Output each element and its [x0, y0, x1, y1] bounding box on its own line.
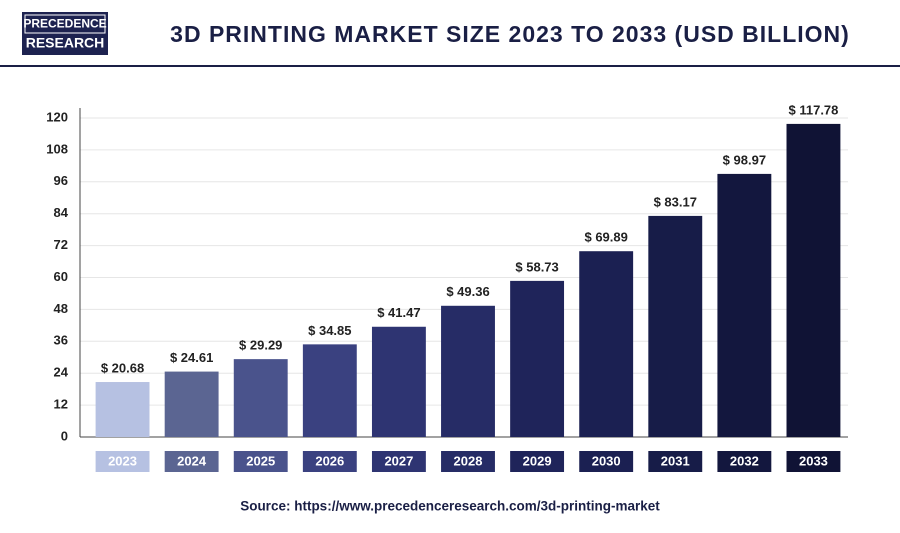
category-box: [233, 451, 288, 472]
value-label: $ 34.85: [308, 323, 351, 338]
bar: [95, 382, 150, 437]
bar: [579, 251, 634, 437]
y-tick-label: 96: [54, 173, 68, 188]
category-box: [717, 451, 772, 472]
value-label: $ 29.29: [239, 338, 282, 353]
x-tick-label: 2029: [523, 453, 552, 468]
category-box: [95, 451, 150, 472]
logo-text: RESEARCH: [26, 35, 105, 51]
value-label: $ 69.89: [584, 230, 627, 245]
bar: [371, 326, 426, 437]
bar: [648, 215, 703, 437]
x-tick-label: 2025: [246, 453, 275, 468]
y-tick-label: 48: [54, 301, 68, 316]
y-tick-label: 120: [46, 109, 68, 124]
y-tick-label: 72: [54, 237, 68, 252]
x-tick-label: 2024: [177, 453, 207, 468]
y-tick-label: 0: [61, 428, 68, 443]
bar: [164, 371, 219, 437]
x-tick-label: 2023: [108, 453, 137, 468]
bar: [302, 344, 357, 437]
value-label: $ 58.73: [515, 259, 558, 274]
value-label: $ 98.97: [723, 152, 766, 167]
bar: [510, 280, 565, 437]
chart-title: 3D PRINTING MARKET SIZE 2023 TO 2033 (US…: [170, 21, 850, 47]
x-tick-label: 2031: [661, 453, 690, 468]
value-label: $ 24.61: [170, 350, 213, 365]
y-tick-label: 36: [54, 333, 68, 348]
y-tick-label: 24: [54, 365, 69, 380]
category-box: [371, 451, 426, 472]
bar: [233, 359, 288, 437]
x-tick-label: 2026: [315, 453, 344, 468]
value-label: $ 49.36: [446, 284, 489, 299]
source: Source: https://www.precedenceresearch.c…: [240, 499, 660, 514]
logo-text: PRECEDENCE: [23, 17, 106, 31]
x-tick-label: 2028: [454, 453, 483, 468]
value-label: $ 83.17: [654, 194, 697, 209]
category-box: [786, 451, 841, 472]
value-label: $ 41.47: [377, 305, 420, 320]
category-box: [441, 451, 495, 472]
y-tick-label: 60: [54, 269, 68, 284]
category-box: [302, 451, 357, 472]
value-label: $ 117.78: [789, 102, 839, 117]
category-box: [510, 451, 565, 472]
category-box: [164, 451, 219, 472]
x-tick-label: 2027: [384, 453, 413, 468]
value-label: $ 20.68: [101, 360, 144, 375]
bar: [441, 305, 495, 437]
y-tick-label: 12: [54, 397, 68, 412]
bar: [786, 123, 841, 438]
y-tick-label: 84: [54, 205, 69, 220]
x-tick-label: 2032: [730, 453, 759, 468]
x-tick-label: 2030: [592, 453, 621, 468]
y-tick-label: 108: [46, 141, 68, 156]
logo-frame: [24, 14, 106, 34]
category-box: [648, 451, 703, 472]
bar: [717, 173, 772, 437]
category-box: [579, 451, 634, 472]
x-tick-label: 2033: [799, 453, 828, 468]
